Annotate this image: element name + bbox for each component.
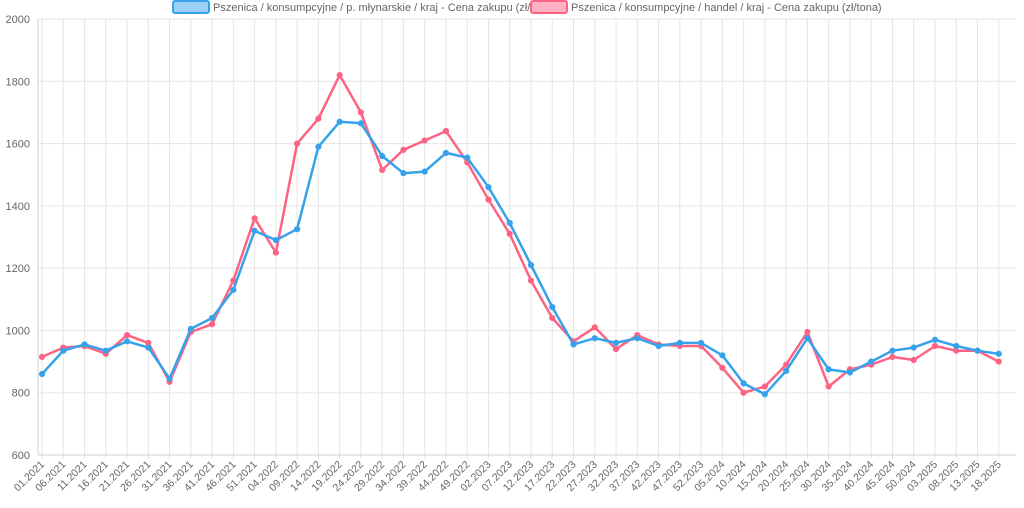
data-point <box>485 196 492 203</box>
data-point <box>379 166 386 174</box>
data-point <box>974 347 981 354</box>
data-point <box>655 342 662 350</box>
data-point <box>272 237 279 244</box>
data-point <box>208 314 216 322</box>
data-point <box>591 324 598 331</box>
data-point <box>251 215 258 222</box>
data-point <box>123 338 131 345</box>
data-point <box>889 347 896 354</box>
data-point <box>889 353 896 360</box>
data-point <box>804 328 811 336</box>
data-point <box>549 303 556 311</box>
data-point <box>38 370 46 378</box>
legend-swatch-series-2 <box>530 0 568 14</box>
data-point <box>719 352 726 359</box>
data-point <box>634 335 641 342</box>
data-point <box>315 143 322 150</box>
data-point <box>910 356 917 364</box>
data-point <box>506 219 513 227</box>
y-tick-label: 1400 <box>6 201 30 213</box>
data-point <box>783 367 790 375</box>
data-point <box>442 149 450 157</box>
legend-item-series-1[interactable]: Pszenica / konsumpcyjne / p. młynarskie … <box>172 0 555 14</box>
data-point <box>612 346 620 353</box>
data-point <box>145 344 152 351</box>
data-point <box>102 347 109 354</box>
series-line-1 <box>41 120 999 396</box>
data-point <box>357 109 365 116</box>
data-point <box>953 342 960 350</box>
data-point <box>995 358 1002 365</box>
data-point <box>527 277 535 284</box>
data-point <box>251 227 258 234</box>
data-point <box>336 71 343 79</box>
series-line-2 <box>41 73 1000 394</box>
data-point <box>612 339 620 346</box>
data-point <box>995 350 1002 357</box>
data-point <box>272 249 279 256</box>
legend: Pszenica / konsumpcyjne / p. młynarskie … <box>172 0 882 14</box>
data-point <box>485 184 492 191</box>
data-point <box>527 261 535 269</box>
data-point <box>60 347 67 354</box>
y-axis: 600 800 1000 1200 1400 1600 1800 2000 <box>6 14 30 462</box>
legend-item-series-2[interactable]: Pszenica / konsumpcyjne / handel / kraj … <box>530 0 882 14</box>
y-tick-label: 1200 <box>6 263 30 275</box>
data-point <box>38 353 46 360</box>
grid <box>37 18 1016 459</box>
data-point <box>187 325 194 332</box>
data-point <box>591 335 598 342</box>
data-point <box>421 137 428 144</box>
data-point <box>761 391 768 398</box>
data-point <box>740 389 747 396</box>
data-point <box>931 342 939 350</box>
y-tick-label: 1800 <box>6 76 30 88</box>
data-point <box>761 383 768 390</box>
data-point <box>315 115 322 122</box>
data-point <box>294 140 301 147</box>
data-point <box>570 341 577 348</box>
data-point <box>166 375 173 382</box>
y-tick-label: 600 <box>12 450 30 462</box>
data-point <box>81 341 88 348</box>
data-point <box>825 366 832 373</box>
data-point <box>230 286 237 294</box>
data-point <box>208 321 216 328</box>
y-tick-label: 1600 <box>6 139 30 151</box>
data-point <box>804 335 811 342</box>
series-1 <box>38 118 1002 398</box>
data-point <box>676 339 683 346</box>
data-point <box>697 339 705 346</box>
data-point <box>294 226 301 233</box>
data-point <box>442 128 450 135</box>
data-point <box>868 358 875 365</box>
data-point <box>336 118 343 125</box>
data-point <box>740 380 747 387</box>
x-axis: 01.202106.202111.202116.202121.202126.20… <box>12 459 1004 494</box>
y-tick-label: 800 <box>12 388 30 400</box>
data-point <box>421 168 428 175</box>
legend-swatch-series-1 <box>172 0 210 14</box>
data-point <box>719 364 726 371</box>
data-point <box>549 314 556 322</box>
data-point <box>910 344 917 351</box>
data-point <box>464 154 471 161</box>
series-lines <box>38 71 1002 398</box>
y-tick-label: 1000 <box>6 325 30 337</box>
data-point <box>123 332 131 339</box>
data-point <box>379 152 386 160</box>
data-point <box>506 230 513 237</box>
data-point <box>400 170 407 177</box>
data-point <box>825 383 832 390</box>
y-tick-label: 2000 <box>6 14 30 26</box>
data-point <box>400 146 407 153</box>
data-point <box>846 369 854 376</box>
data-point <box>357 120 365 127</box>
legend-label-series-2: Pszenica / konsumpcyjne / handel / kraj … <box>571 2 882 14</box>
legend-label-series-1: Pszenica / konsumpcyjne / p. młynarskie … <box>213 2 555 14</box>
data-point <box>931 336 939 343</box>
